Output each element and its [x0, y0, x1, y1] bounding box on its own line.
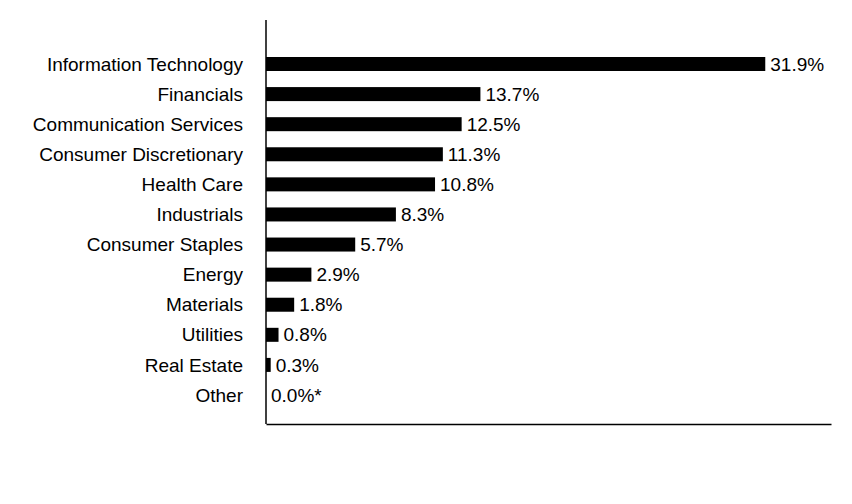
bar [266, 207, 396, 221]
y-tick-label: Information Technology [47, 54, 244, 75]
bar [266, 57, 765, 71]
y-tick: Communication Services [33, 114, 266, 135]
bar [266, 268, 311, 282]
y-tick-label: Industrials [156, 204, 243, 225]
y-axis: Information Technology Financials Communic… [33, 54, 266, 406]
bar [266, 117, 462, 131]
data-label: 31.9% [770, 54, 824, 75]
y-tick-label: Other [195, 385, 243, 406]
data-label: 8.3% [401, 204, 444, 225]
chart: Information Technology Financials Communic… [0, 0, 852, 504]
bar [266, 147, 443, 161]
data-label: 12.5% [467, 114, 521, 135]
data-label: 0.3% [276, 355, 319, 376]
y-tick-label: Financials [157, 84, 243, 105]
y-tick: Materials [166, 294, 266, 315]
y-tick-label: Energy [183, 264, 244, 285]
y-tick-label: Communication Services [33, 114, 243, 135]
data-label: 13.7% [485, 84, 539, 105]
y-tick: Real Estate [145, 354, 266, 375]
bar [266, 87, 480, 101]
y-tick-label: Materials [166, 294, 243, 315]
y-axis-line [265, 20, 267, 424]
y-tick: Industrials [156, 204, 266, 225]
y-tick-label: Real Estate [145, 354, 243, 375]
data-label: 0.8% [284, 324, 327, 345]
y-tick-label: Consumer Discretionary [39, 144, 243, 165]
y-tick-label: Consumer Staples [87, 234, 243, 255]
data-label: 11.3% [448, 144, 501, 165]
data-labels: 31.9% 13.7% 12.5% 11.3% 10.8% 8.3% 5.7%2.9% 1.8… [271, 54, 824, 406]
x-axis [267, 424, 832, 425]
bar [266, 328, 279, 342]
bar [266, 298, 294, 312]
data-label: 0.0%* [271, 385, 322, 406]
y-tick: Consumer Staples [87, 234, 266, 255]
y-tick: Health Care [142, 174, 266, 195]
bar [266, 177, 435, 191]
y-tick: Consumer Discretionary [39, 144, 266, 165]
y-tick: Other [195, 385, 266, 406]
data-label: 5.7% [360, 234, 403, 255]
bar [266, 238, 355, 252]
y-tick: Information Technology [47, 54, 266, 75]
bars [266, 57, 765, 372]
y-tick-label: Health Care [142, 174, 243, 195]
y-tick: Financials [157, 84, 266, 105]
data-label: 2.9% [316, 264, 359, 285]
x-axis-line [267, 424, 832, 426]
y-tick-label: Utilities [182, 324, 243, 345]
data-label: 1.8% [299, 294, 342, 315]
y-tick: Energy [183, 264, 266, 285]
data-label: 10.8% [440, 174, 494, 195]
y-tick: Utilities [182, 324, 266, 345]
